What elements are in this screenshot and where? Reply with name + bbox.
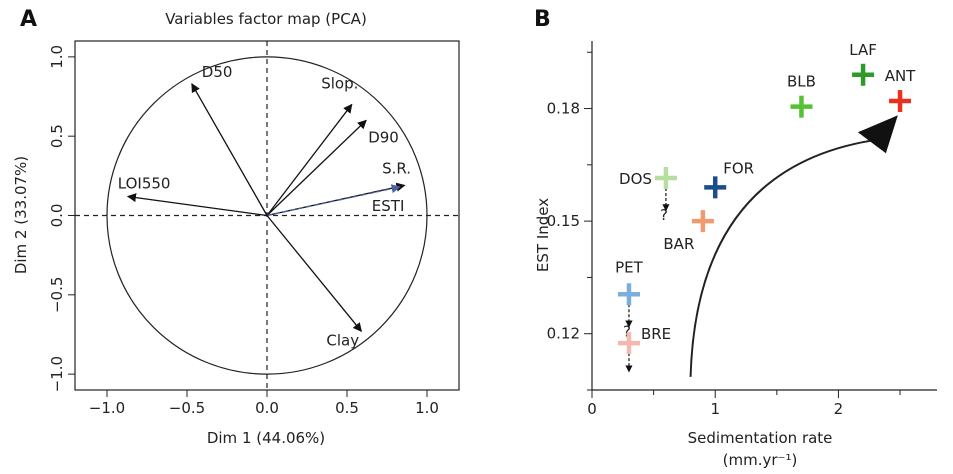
panel-b-marks: 0 1 2 0.12 0.15 0.18?? ANT LAF BLB FOR BAR DOS PET BR… bbox=[547, 41, 937, 418]
site-label-blb: BLB bbox=[787, 73, 816, 91]
vector-esti bbox=[266, 184, 401, 217]
y-tick-label: 0.18 bbox=[547, 100, 580, 118]
x-tick-label: 0 bbox=[587, 400, 597, 418]
vector-slop bbox=[266, 103, 353, 216]
y-tick-label: 0.15 bbox=[547, 212, 580, 230]
x-tick-label: 1 bbox=[710, 400, 720, 418]
panel-a-title: Variables factor map (PCA) bbox=[165, 10, 367, 28]
y-tick-label: −1.0 bbox=[48, 356, 66, 392]
site-label-dos: DOS bbox=[619, 170, 652, 188]
y-tick-label: 0.12 bbox=[547, 325, 580, 343]
panel-b: B 0 1 2 0.12 0.15 0.18?? ANT LAF BLB FOR BAR DOS PET… bbox=[534, 7, 937, 469]
panel-a-x-axis-label: Dim 1 (44.06%) bbox=[207, 429, 325, 447]
trend-arrow-curve bbox=[689, 138, 881, 377]
vector-clay bbox=[266, 215, 362, 333]
x-tick-label: 0.0 bbox=[255, 399, 279, 417]
panel-a-marks: −1.0 −0.5 0.0 0.5 1.0 −1.0 −0.5 0.0 0.5 1.0 D50 Slo… bbox=[48, 41, 459, 417]
site-label-pet: PET bbox=[615, 258, 644, 276]
x-tick-label: 2 bbox=[834, 400, 844, 418]
y-tick-label: 1.0 bbox=[48, 45, 66, 69]
y-tick-label: 0.0 bbox=[48, 204, 66, 228]
vector-label-sr: S.R. bbox=[382, 159, 411, 177]
vector-label-loi550: LOI550 bbox=[118, 174, 171, 192]
x-tick-label: 1.0 bbox=[415, 399, 439, 417]
panel-a: A Variables factor map (PCA) −1.0 −0.5 0.0… bbox=[12, 7, 460, 447]
panel-a-letter: A bbox=[20, 7, 37, 32]
vector-label-slop: Slop. bbox=[321, 74, 358, 92]
y-tick-label: −0.5 bbox=[48, 277, 66, 313]
x-tick-label: −1.0 bbox=[89, 399, 125, 417]
vector-loi550 bbox=[126, 193, 268, 217]
vector-label-d90: D90 bbox=[368, 128, 399, 146]
trend-arrow-head bbox=[857, 115, 898, 154]
y-tick-label: 0.5 bbox=[48, 124, 66, 148]
panel-a-y-axis-label: Dim 2 (33.07%) bbox=[12, 156, 30, 274]
panel-b-y-axis-label: EST Index bbox=[534, 198, 552, 272]
vector-label-esti: ESTI bbox=[372, 197, 405, 215]
panel-b-letter: B bbox=[534, 7, 551, 32]
vector-label-clay: Clay bbox=[326, 331, 359, 349]
x-tick-label: 0.5 bbox=[335, 399, 359, 417]
question-mark: ? bbox=[660, 206, 668, 224]
vector-label-d50: D50 bbox=[202, 63, 233, 81]
vector-sr bbox=[266, 182, 406, 217]
panel-b-x-axis-label: Sedimentation rate bbox=[688, 429, 833, 447]
vector-d90 bbox=[266, 119, 367, 216]
site-label-laf: LAF bbox=[849, 41, 877, 59]
site-label-for: FOR bbox=[723, 159, 754, 177]
site-label-bre: BRE bbox=[641, 325, 671, 343]
x-tick-label: −0.5 bbox=[169, 399, 205, 417]
site-label-bar: BAR bbox=[663, 235, 694, 253]
vector-d50 bbox=[191, 83, 268, 216]
site-label-ant: ANT bbox=[885, 67, 916, 85]
panel-b-x-axis-unit: (mm.yr⁻¹) bbox=[723, 451, 798, 469]
question-mark: ? bbox=[623, 322, 631, 340]
